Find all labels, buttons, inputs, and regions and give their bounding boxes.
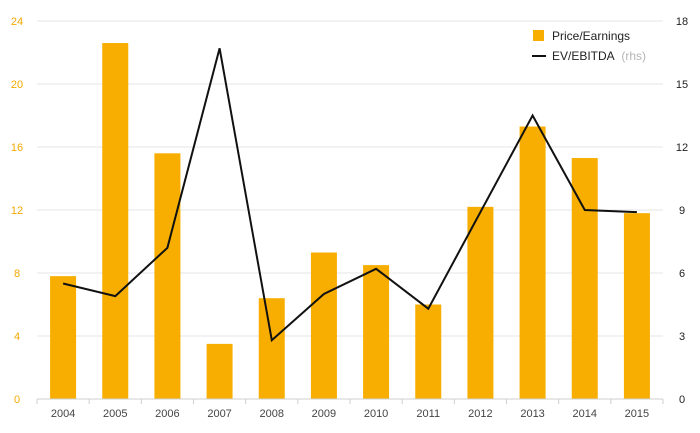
y-left-tick-label: 0 (14, 394, 20, 406)
bar (310, 252, 337, 399)
bar (154, 153, 181, 399)
legend-swatch-price-earnings (533, 30, 544, 41)
bar (258, 298, 285, 399)
y-right-tick-label: 9 (679, 205, 685, 217)
bar (102, 43, 129, 400)
bar-series-price-earnings (50, 43, 650, 400)
x-tick-label: 2015 (625, 408, 649, 420)
x-tick-label: 2006 (155, 408, 179, 420)
bar (467, 206, 494, 399)
y-right-tick-label: 18 (676, 16, 688, 28)
x-tick-label: 2008 (260, 408, 284, 420)
axes: 0 4 8 12 16 20 24 0 3 6 9 12 15 18 2004 2005 2006 2007 200… (11, 16, 688, 420)
bar (415, 304, 442, 399)
y-left-tick-label: 24 (11, 16, 23, 28)
y-left-tick-label: 8 (14, 268, 20, 280)
x-tick-label: 2009 (312, 408, 336, 420)
legend-label-ev-ebitda-name: EV/EBITDA (552, 49, 615, 63)
y-right-tick-label: 15 (676, 79, 688, 91)
x-tick-label: 2013 (520, 408, 544, 420)
bar (363, 265, 390, 399)
x-tick-label: 2010 (364, 408, 388, 420)
line-ev-ebitda (62, 48, 637, 343)
bar (623, 213, 650, 399)
legend-label-ev-ebitda: EV/EBITDA (rhs) (552, 49, 646, 63)
x-tick-label: 2005 (103, 408, 127, 420)
legend-label-ev-ebitda-note: (rhs) (621, 49, 646, 63)
legend-label-price-earnings: Price/Earnings (552, 29, 630, 43)
x-tick-label: 2007 (207, 408, 231, 420)
y-right-tick-label: 12 (676, 142, 688, 154)
y-left-tick-label: 20 (11, 79, 23, 91)
y-left-tick-label: 4 (14, 331, 20, 343)
line-series-ev-ebitda (62, 48, 637, 343)
x-tick-label: 2004 (51, 408, 75, 420)
bar (206, 343, 233, 399)
legend: Price/Earnings EV/EBITDA (rhs) (532, 29, 646, 63)
y-right-tick-label: 6 (679, 268, 685, 280)
bar (50, 276, 77, 399)
bar (571, 158, 598, 399)
gridlines (37, 20, 663, 337)
y-right-tick-label: 0 (679, 394, 685, 406)
y-left-tick-label: 16 (11, 142, 23, 154)
x-tick-label: 2011 (416, 408, 440, 420)
y-left-tick-label: 12 (11, 205, 23, 217)
y-right-tick-label: 3 (679, 331, 685, 343)
x-tick-label: 2012 (468, 408, 492, 420)
x-tick-label: 2014 (573, 408, 597, 420)
bar (519, 126, 546, 400)
